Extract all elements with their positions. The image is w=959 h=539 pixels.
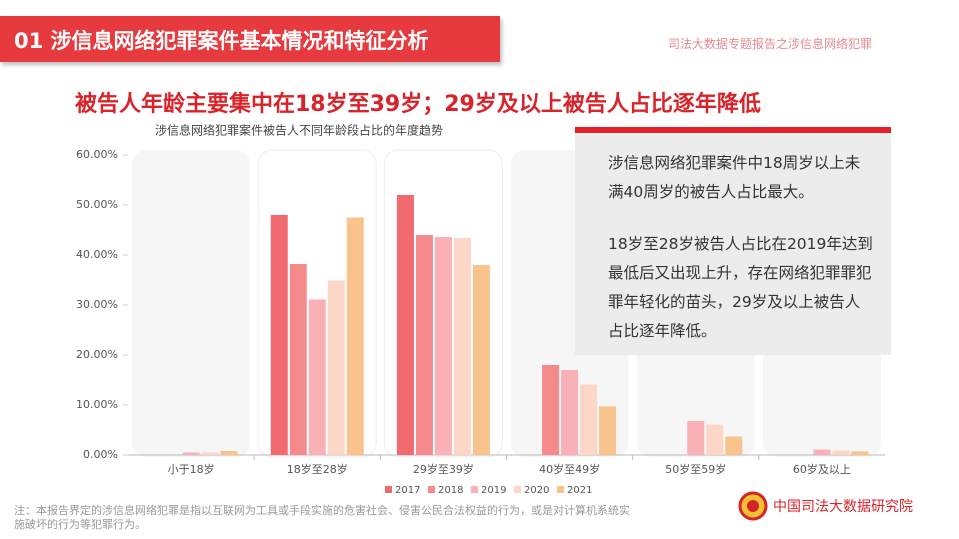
legend-label: 2018	[438, 485, 463, 496]
header-box: 01 涉信息网络犯罪案件基本情况和特征分析	[0, 16, 500, 62]
bar	[415, 235, 433, 455]
x-tick-label: 40岁至49岁	[539, 462, 600, 476]
bar	[270, 215, 288, 455]
bar	[396, 195, 414, 455]
bar	[599, 406, 617, 455]
bar	[201, 452, 219, 455]
bar	[832, 450, 850, 455]
bar	[327, 280, 345, 455]
bar	[308, 299, 326, 455]
x-tick-label: 小于18岁	[168, 462, 215, 476]
bar	[220, 451, 238, 455]
bar	[851, 451, 869, 455]
headline: 被告人年龄主要集中在18岁至39岁；29岁及以上被告人占比逐年降低	[75, 92, 761, 117]
footnote: 注：本报告界定的涉信息网络犯罪是指以互联网为工具或手段实施的危害社会、侵害公民合…	[14, 504, 630, 531]
callout-text: 18岁至28岁被告人占比在2019年达到最低后又出现上升，存在网络犯罪罪犯罪年轻…	[608, 235, 873, 340]
bar	[434, 237, 452, 455]
legend-label: 2020	[524, 485, 549, 496]
bar	[561, 370, 579, 455]
callout-text: 涉信息网络犯罪案件中18周岁以上未满40周岁的被告人占比最大。	[608, 154, 861, 201]
y-tick-label: 40.00%	[76, 248, 118, 261]
legend-label: 2017	[395, 485, 420, 496]
bar	[542, 365, 560, 455]
y-tick-label: 50.00%	[76, 198, 118, 211]
bar	[289, 264, 307, 455]
legend-swatch	[471, 486, 478, 493]
legend-swatch	[514, 486, 521, 493]
bar	[687, 421, 705, 455]
legend-label: 2021	[567, 485, 592, 496]
y-tick-label: 30.00%	[76, 298, 118, 311]
bar	[725, 436, 743, 455]
bar	[813, 449, 831, 455]
bar	[346, 217, 364, 455]
bar	[706, 424, 724, 455]
bar	[182, 452, 200, 455]
legend-swatch	[428, 486, 435, 493]
legend-swatch	[557, 486, 564, 493]
header-title: 01 涉信息网络犯罪案件基本情况和特征分析	[14, 29, 429, 53]
y-tick-label: 60.00%	[76, 148, 118, 161]
chart-title: 涉信息网络犯罪案件被告人不同年龄段占比的年度趋势	[155, 123, 443, 138]
y-tick-label: 0.00%	[83, 448, 118, 461]
x-tick-label: 60岁及以上	[793, 462, 851, 476]
header-subtitle: 司法大数据专题报告之涉信息网络犯罪	[668, 37, 873, 51]
legend-label: 2019	[481, 485, 506, 496]
bar	[580, 384, 598, 455]
callout-accent	[575, 127, 891, 133]
y-tick-label: 20.00%	[76, 348, 118, 361]
category-panel	[132, 150, 251, 457]
emblem	[738, 491, 768, 521]
institute: 中国司法大数据研究院	[773, 499, 913, 515]
bar	[453, 238, 471, 455]
callout: 涉信息网络犯罪案件中18周岁以上未满40周岁的被告人占比最大。 18岁至28岁被…	[575, 133, 891, 355]
bar	[472, 265, 490, 455]
y-tick-label: 10.00%	[76, 398, 118, 411]
x-tick-label: 29岁至39岁	[413, 462, 474, 476]
legend-swatch	[385, 486, 392, 493]
x-tick-label: 50岁至59岁	[665, 462, 726, 476]
x-tick-label: 18岁至28岁	[287, 462, 348, 476]
